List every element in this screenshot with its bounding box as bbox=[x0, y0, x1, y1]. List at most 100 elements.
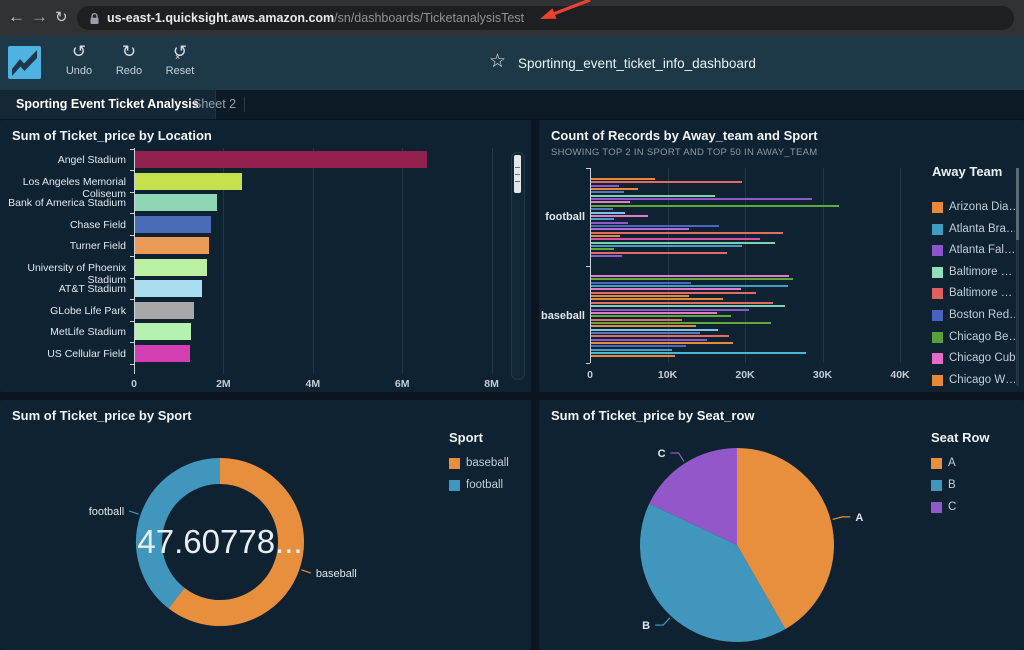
away-team-bar[interactable] bbox=[591, 311, 718, 314]
away-team-bar[interactable] bbox=[591, 238, 760, 241]
location-bar[interactable] bbox=[135, 301, 194, 319]
legend-swatch[interactable] bbox=[932, 202, 943, 213]
chart-scrollbar-thumb[interactable] bbox=[513, 155, 521, 193]
legend-item-label[interactable]: baseball bbox=[466, 457, 509, 469]
away-team-bar[interactable] bbox=[591, 328, 719, 331]
chart-scrollbar-track[interactable] bbox=[511, 152, 525, 380]
away-team-bar[interactable] bbox=[591, 218, 615, 221]
location-bar[interactable] bbox=[135, 194, 218, 211]
location-bar[interactable] bbox=[135, 237, 210, 254]
legend-swatch[interactable] bbox=[932, 374, 943, 386]
pie-slice-C[interactable] bbox=[649, 448, 737, 545]
forward-icon[interactable]: → bbox=[31, 7, 48, 26]
away-team-bar[interactable] bbox=[591, 278, 793, 281]
legend-item-label[interactable]: Chicago Be… bbox=[949, 330, 1015, 343]
away-team-bar[interactable] bbox=[591, 318, 682, 321]
location-bar[interactable] bbox=[135, 280, 203, 297]
legend-swatch[interactable] bbox=[932, 245, 943, 257]
away-team-bar[interactable] bbox=[591, 211, 626, 214]
legend-swatch[interactable] bbox=[932, 223, 943, 235]
pie-chart-seat-row[interactable]: ABC bbox=[539, 400, 1024, 650]
legend-swatch[interactable] bbox=[932, 310, 943, 321]
away-team-bar[interactable] bbox=[591, 298, 723, 301]
quicksight-logo-icon[interactable] bbox=[8, 46, 41, 79]
away-team-bar[interactable] bbox=[591, 194, 715, 197]
legend-item-label[interactable]: football bbox=[466, 479, 504, 491]
away-team-bar[interactable] bbox=[591, 255, 622, 258]
away-team-bar[interactable] bbox=[591, 335, 729, 338]
away-team-bar[interactable] bbox=[591, 281, 691, 284]
away-team-bar[interactable] bbox=[591, 295, 690, 298]
location-bar[interactable] bbox=[135, 258, 208, 276]
away-team-bar[interactable] bbox=[591, 338, 708, 341]
away-team-bar[interactable] bbox=[591, 301, 774, 304]
legend-item-label[interactable]: A bbox=[948, 457, 956, 469]
away-team-bar[interactable] bbox=[591, 241, 776, 244]
away-team-bar[interactable] bbox=[591, 325, 696, 328]
legend-scrollbar-thumb[interactable] bbox=[1016, 168, 1019, 240]
redo-button[interactable]: ↻ Redo bbox=[107, 42, 151, 77]
away-team-bar[interactable] bbox=[591, 331, 700, 334]
away-team-bar[interactable] bbox=[591, 285, 788, 288]
away-team-bar[interactable] bbox=[591, 251, 727, 254]
legend-item-label[interactable]: Chicago Cubs bbox=[949, 352, 1015, 365]
away-team-bar[interactable] bbox=[591, 275, 790, 277]
tab-sporting-event-ticket-analysis[interactable]: Sporting Event Ticket Analysis bbox=[0, 90, 216, 119]
away-team-bar[interactable] bbox=[591, 208, 613, 211]
legend-swatch[interactable] bbox=[932, 353, 943, 365]
away-team-bar[interactable] bbox=[591, 204, 839, 207]
legend-item-label[interactable]: Baltimore … bbox=[949, 287, 1013, 300]
legend-item-label[interactable]: C bbox=[948, 501, 957, 513]
legend-swatch[interactable] bbox=[449, 458, 460, 469]
legend-item-label[interactable]: Atlanta Bra… bbox=[949, 222, 1015, 235]
reset-button[interactable]: ↺ × Reset bbox=[158, 42, 202, 77]
away-team-bar[interactable] bbox=[591, 321, 771, 324]
legend-scrollbar-track[interactable] bbox=[1016, 168, 1019, 386]
reload-icon[interactable]: ↻ bbox=[55, 9, 68, 26]
away-team-bar[interactable] bbox=[591, 178, 655, 180]
away-team-bar[interactable] bbox=[591, 308, 750, 311]
away-team-bar[interactable] bbox=[591, 248, 615, 251]
location-bar[interactable] bbox=[135, 215, 212, 233]
undo-button[interactable]: ↺ Undo bbox=[57, 42, 101, 77]
legend-swatch[interactable] bbox=[931, 458, 942, 469]
pie-slice-B[interactable] bbox=[640, 503, 786, 642]
away-team-bar[interactable] bbox=[591, 355, 675, 358]
away-team-bar[interactable] bbox=[591, 188, 638, 191]
legend-item-label[interactable]: Chicago W… bbox=[949, 373, 1015, 386]
away-team-bar[interactable] bbox=[591, 224, 719, 227]
pie-slice-A[interactable] bbox=[737, 448, 834, 630]
away-team-bar[interactable] bbox=[591, 184, 619, 187]
away-team-bar[interactable] bbox=[591, 315, 731, 318]
tab-sheet-2[interactable]: Sheet 2 bbox=[193, 97, 237, 111]
away-team-bar[interactable] bbox=[591, 231, 784, 234]
away-team-bar[interactable] bbox=[591, 352, 807, 355]
legend-swatch[interactable] bbox=[931, 480, 942, 491]
away-team-bar[interactable] bbox=[591, 305, 785, 308]
donut-slice-football[interactable] bbox=[136, 458, 221, 609]
location-bar[interactable] bbox=[135, 172, 243, 190]
away-team-bar[interactable] bbox=[591, 348, 672, 351]
away-team-bar[interactable] bbox=[591, 288, 741, 291]
legend-item-label[interactable]: Arizona Dia… bbox=[949, 201, 1015, 213]
donut-slice-baseball[interactable] bbox=[168, 458, 304, 626]
legend-swatch[interactable] bbox=[931, 502, 942, 513]
away-team-bar[interactable] bbox=[591, 245, 743, 247]
away-team-bar[interactable] bbox=[591, 291, 757, 294]
location-bar[interactable] bbox=[135, 344, 191, 362]
favorite-star-icon[interactable]: ☆ bbox=[489, 51, 507, 72]
legend-item-label[interactable]: Baltimore … bbox=[949, 265, 1013, 278]
away-team-bar[interactable] bbox=[591, 214, 649, 217]
away-team-bar[interactable] bbox=[591, 191, 624, 194]
legend-swatch[interactable] bbox=[932, 266, 943, 278]
away-team-bar[interactable] bbox=[591, 221, 629, 224]
donut-chart-sport[interactable]: baseball football 47.60778... bbox=[0, 400, 531, 650]
location-bar[interactable] bbox=[135, 151, 428, 168]
legend-item-label[interactable]: Atlanta Fal… bbox=[949, 244, 1015, 257]
legend-item-label[interactable]: Boston Red… bbox=[949, 309, 1015, 321]
legend-swatch[interactable] bbox=[932, 288, 943, 300]
away-team-bar[interactable] bbox=[591, 345, 686, 348]
url-bar[interactable]: us-east-1.quicksight.aws.amazon.com/sn/d… bbox=[77, 6, 1014, 30]
location-bar[interactable] bbox=[135, 323, 192, 340]
away-team-bar[interactable] bbox=[591, 201, 630, 204]
